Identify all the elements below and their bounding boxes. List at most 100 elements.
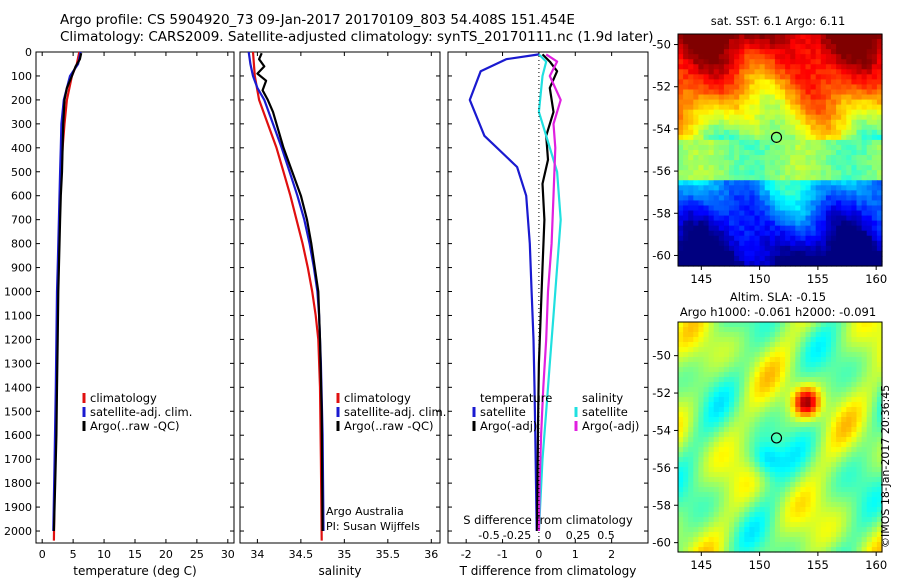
sst-map-cell [698, 44, 705, 50]
sla-map-cell [774, 382, 781, 388]
sst-map-cell [790, 180, 796, 186]
sst-map-cell [871, 89, 878, 96]
sst-map-cell [703, 134, 710, 141]
sla-map-cell [759, 462, 766, 468]
sla-map-cell [831, 402, 837, 408]
sst-map-cell [693, 144, 699, 151]
sst-map-cell [718, 215, 725, 222]
sla-map-cell [785, 352, 791, 358]
sst-map-cell [795, 185, 801, 191]
sla-map-cell [780, 492, 786, 498]
sst-map-cell [729, 139, 735, 146]
sla-map-cell [693, 492, 699, 498]
sla-map-cell [769, 392, 776, 398]
sst-map-field [678, 34, 883, 267]
sla-map-cell [774, 337, 781, 343]
sla-map-cell [800, 392, 807, 398]
sst-map-cell [805, 225, 812, 232]
sla-map-cell [774, 462, 781, 468]
sla-map-cell [836, 472, 842, 478]
sla-map-cell [713, 382, 720, 388]
sla-map-cell [708, 497, 715, 503]
sst-map-cell [713, 34, 720, 40]
sst-map-cell [831, 39, 837, 45]
sst-map-cell [831, 165, 837, 171]
sst-map-cell [729, 39, 735, 45]
sst-map-cell [693, 245, 699, 252]
sla-map-cell [718, 367, 725, 373]
sst-map-cell [713, 180, 720, 186]
sla-map-cell [851, 432, 858, 438]
sst-map-cell [820, 200, 827, 207]
sst-map-cell [805, 255, 812, 262]
sst-map-cell [810, 104, 817, 111]
sst-map-cell [688, 124, 694, 131]
sla-map-cell [734, 497, 740, 503]
sla-map-cell [841, 382, 847, 388]
sst-map-cell [708, 180, 715, 186]
sst-map-cell [876, 155, 883, 161]
sla-map-cell [713, 337, 720, 343]
sst-map-cell [769, 250, 776, 257]
sst-map-cell [800, 220, 807, 227]
sla-map-cell [790, 332, 796, 338]
sla-map-cell [729, 422, 735, 428]
sla-map-cell [734, 407, 740, 413]
sst-map-cell [836, 134, 842, 141]
sst-map-cell [688, 94, 694, 101]
sst-map-cell [846, 139, 852, 146]
sst-map-cell [703, 150, 710, 156]
sla-map-cell [774, 442, 781, 448]
sla-map-cell [678, 432, 684, 438]
sst-map-cell [825, 220, 832, 227]
sla-map-cell [805, 452, 812, 458]
difference-series-line [537, 53, 562, 532]
sla-map-cell [749, 352, 756, 358]
sla-map-cell [678, 492, 684, 498]
sla-map-cell [764, 472, 771, 478]
sst-map-cell [759, 124, 766, 131]
sla-map-cell [698, 492, 705, 498]
sla-map-cell [780, 357, 786, 363]
sst-map-cell [815, 195, 822, 202]
sla-map-cell [861, 397, 868, 403]
sla-map-cell [851, 512, 858, 518]
sst-map-cell [841, 260, 847, 267]
sla-map-cell [703, 467, 710, 473]
sst-map-cell [764, 150, 771, 156]
sst-map-cell [764, 160, 771, 166]
sla-map-cell [739, 507, 745, 513]
sst-map-cell [739, 114, 745, 121]
sla-map-cell [744, 437, 750, 443]
sla-map-cell [703, 407, 710, 413]
sla-map-cell [841, 452, 847, 458]
sst-map-cell [820, 230, 827, 237]
sla-map-cell [780, 532, 786, 538]
sst-map-cell [688, 114, 694, 121]
sst-map-cell [861, 225, 868, 232]
sst-map-cell [846, 230, 852, 237]
difference-series-line [536, 53, 559, 532]
sst-map-cell [836, 215, 842, 222]
sla-map-cell [734, 507, 740, 513]
sla-map-cell [723, 462, 730, 468]
sla-map-cell [678, 532, 684, 538]
sla-map-cell [800, 402, 807, 408]
sla-map-cell [795, 467, 801, 473]
sst-map-cell [749, 129, 756, 136]
sst-map-cell [805, 54, 812, 60]
sla-map-cell [841, 372, 847, 378]
sst-map-cell [729, 255, 735, 262]
sst-map-cell [871, 170, 878, 176]
sst-map-cell [866, 114, 873, 121]
sst-map-cell [688, 134, 694, 141]
sst-map-cell [780, 74, 786, 80]
sst-map-cell [698, 49, 705, 55]
sst-map-cell [866, 64, 873, 70]
sst-map-cell [683, 250, 689, 257]
sla-map-cell [810, 457, 817, 463]
sst-map-cell [693, 200, 699, 207]
sla-map-cell [866, 452, 873, 458]
sst-map-cell [866, 240, 873, 247]
sst-map-cell [698, 195, 705, 202]
